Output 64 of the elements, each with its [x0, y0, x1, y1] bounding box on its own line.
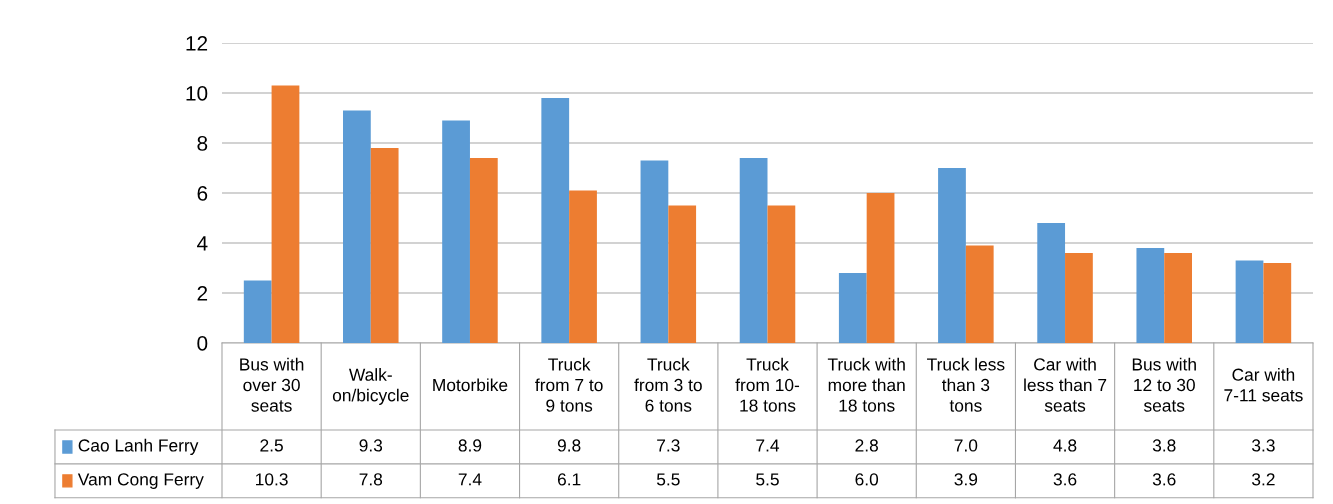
y-tick-label: 6: [197, 186, 208, 201]
bar: [1263, 263, 1292, 343]
bar: [1065, 253, 1093, 343]
y-tick-label: 2: [197, 286, 208, 301]
x-tick-label: Bus with over 30 seats: [240, 357, 304, 412]
data-label: 6.1: [557, 473, 581, 486]
data-label: 7.3: [657, 439, 680, 452]
x-tick-label: Truck from 3 to 6 tons: [634, 357, 702, 412]
bar: [243, 280, 272, 343]
data-label: 3.6: [1152, 473, 1176, 486]
bar: [1136, 248, 1165, 343]
data-label: 3.9: [954, 473, 978, 486]
bar: [938, 168, 966, 343]
x-tick-label: Truck less than 3 tons: [927, 357, 1005, 412]
data-label: 3.2: [1252, 473, 1275, 486]
y-tick-label: 12: [186, 36, 208, 51]
bar: [469, 158, 498, 343]
bar: [965, 245, 994, 343]
data-label: 3.8: [1152, 439, 1176, 452]
data-label: 3.3: [1252, 439, 1275, 452]
bar: [271, 85, 300, 343]
y-tick-label: 4: [197, 236, 208, 251]
bar: [640, 160, 669, 343]
bar: [442, 120, 470, 343]
bar: [569, 190, 597, 343]
data-label: 9.3: [359, 439, 383, 452]
x-tick-label: Car with less than 7 seats: [1024, 357, 1107, 412]
bar: [541, 98, 570, 343]
x-tick-label: Truck with more than 18 tons: [827, 357, 905, 412]
x-tick-label: Truck from 7 to 9 tons: [535, 357, 603, 412]
bar: [668, 205, 697, 343]
x-tick-label: Bus with 12 to 30 seats: [1132, 357, 1196, 412]
bar: [866, 193, 895, 343]
bar: [1235, 260, 1264, 343]
x-tick-label: Truck from 10- 18 tons: [735, 357, 800, 412]
data-label: 7.4: [756, 439, 780, 452]
bar: [739, 158, 768, 343]
data-label: 9.8: [557, 439, 581, 452]
data-label: 2.8: [855, 439, 878, 452]
data-label: 2.5: [260, 439, 283, 452]
data-label: 7.0: [954, 439, 978, 452]
legend-label: Cao Lanh Ferry: [78, 438, 199, 456]
bar: [838, 273, 867, 343]
bar: [1164, 253, 1192, 343]
data-label: 6.0: [855, 473, 879, 486]
x-tick-label: Motorbike: [433, 378, 508, 392]
bar: [767, 205, 796, 343]
data-label: 5.5: [756, 473, 779, 486]
x-tick-label: Car with 7-11 seats: [1224, 368, 1303, 402]
data-label: 4.8: [1053, 439, 1077, 452]
data-label: 7.4: [458, 473, 482, 486]
data-label: 5.5: [656, 473, 680, 486]
data-label: 3.6: [1053, 473, 1077, 486]
bar: [370, 148, 399, 343]
data-label: 8.9: [458, 439, 482, 452]
y-tick-label: 10: [186, 86, 208, 101]
data-label: 7.8: [359, 473, 383, 486]
data-label: 10.3: [256, 473, 288, 486]
y-tick-label: 8: [197, 136, 208, 151]
x-tick-label: Walk- on/bicycle: [332, 368, 409, 405]
legend-label: Vam Cong Ferry: [77, 473, 204, 489]
y-tick-label: 0: [197, 336, 208, 351]
bar: [1037, 223, 1066, 343]
bar: [343, 110, 371, 343]
